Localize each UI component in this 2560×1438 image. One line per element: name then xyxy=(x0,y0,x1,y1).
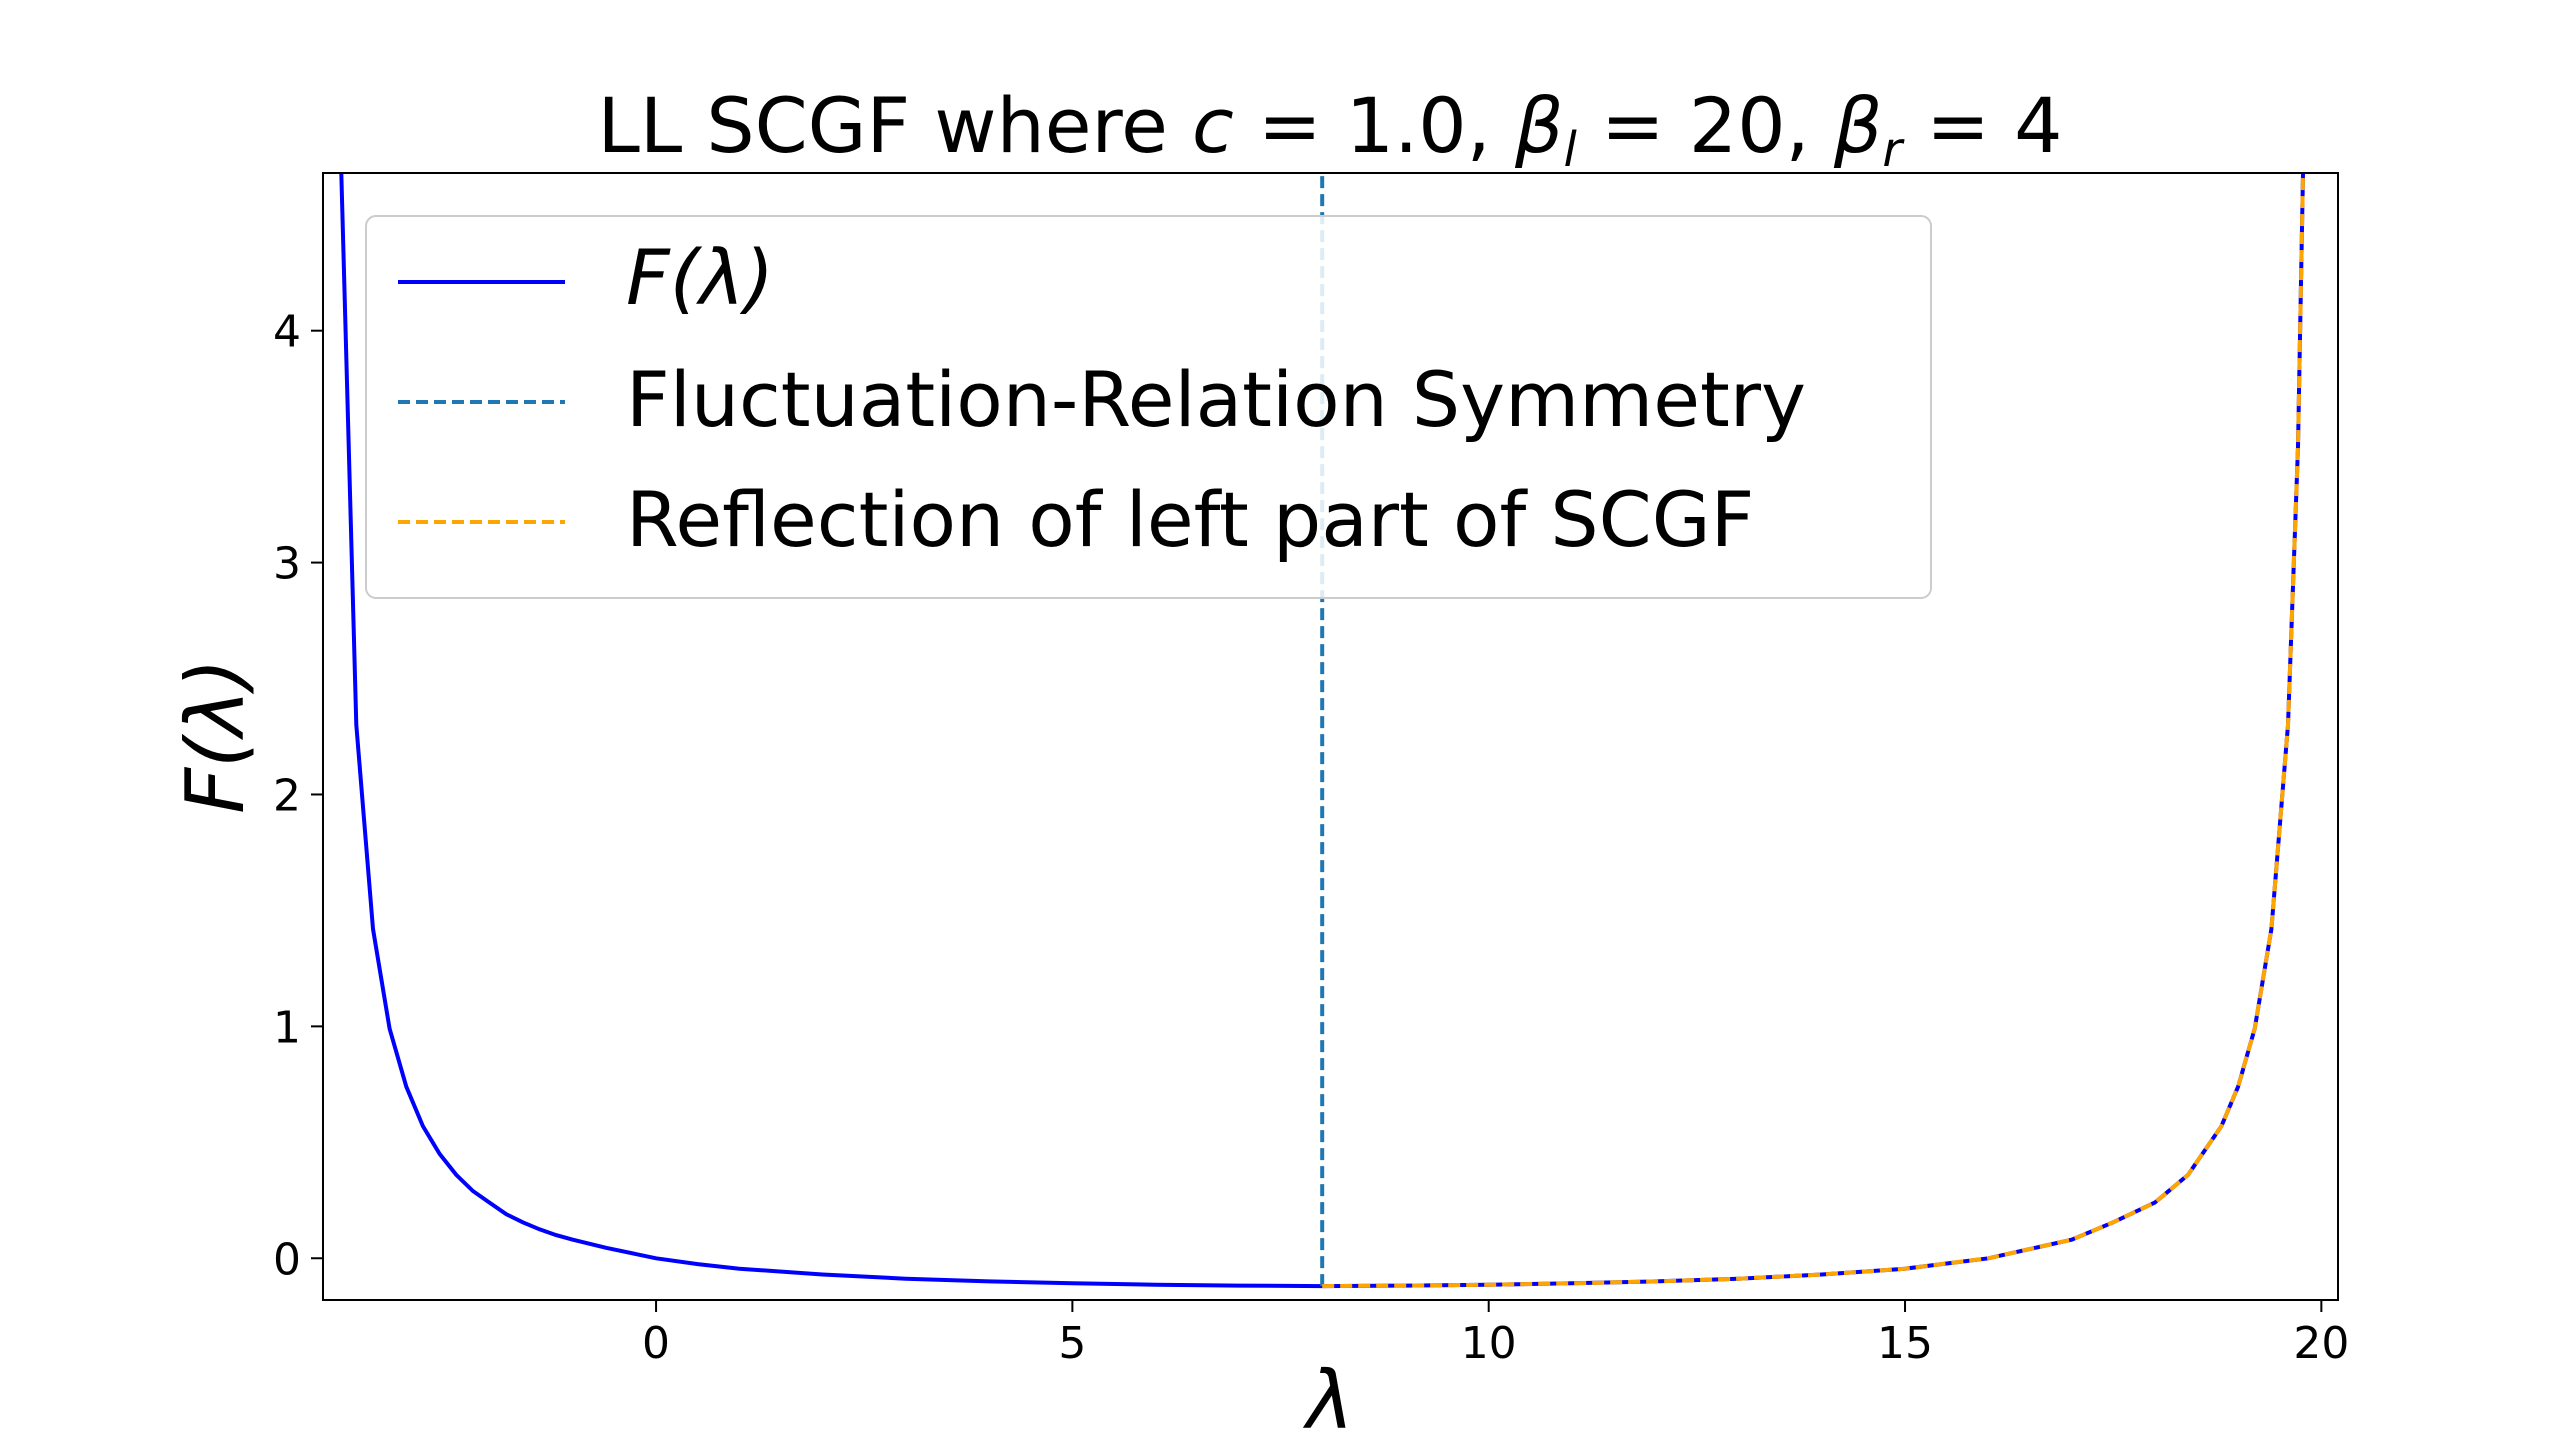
x-axis-label: λ xyxy=(1302,1354,1353,1438)
x-axis-ticks: 0 5 10 15 20 xyxy=(642,1300,2349,1369)
y-tick-label: 2 xyxy=(273,770,301,821)
chart-title: LL SCGF where c = 1.0, βl = 20, βr = 4 xyxy=(598,81,2063,178)
y-axis-ticks: 0 1 2 3 4 xyxy=(273,307,323,1285)
x-tick-label: 0 xyxy=(642,1318,670,1369)
legend-label-f-lambda: F(λ) xyxy=(626,233,774,322)
x-tick-label: 5 xyxy=(1058,1318,1086,1369)
y-tick-label: 0 xyxy=(273,1234,301,1285)
x-tick-label: 15 xyxy=(1877,1318,1933,1369)
plot-area-frame xyxy=(322,172,2339,1301)
x-tick-label: 20 xyxy=(2293,1318,2349,1369)
x-tick-label: 10 xyxy=(1461,1318,1517,1369)
y-tick-label: 4 xyxy=(273,307,301,358)
legend: F(λ) Fluctuation-Relation Symmetry Refle… xyxy=(365,215,1932,599)
legend-label-fluctuation-relation: Fluctuation-Relation Symmetry xyxy=(626,355,1806,444)
y-tick-label: 3 xyxy=(273,539,301,590)
legend-label-reflection: Reflection of left part of SCGF xyxy=(626,475,1754,564)
legend-box xyxy=(365,215,1932,599)
y-axis-label: F(λ) xyxy=(169,658,262,814)
y-tick-label: 1 xyxy=(273,1002,301,1053)
series-line-2 xyxy=(1322,173,2305,1289)
